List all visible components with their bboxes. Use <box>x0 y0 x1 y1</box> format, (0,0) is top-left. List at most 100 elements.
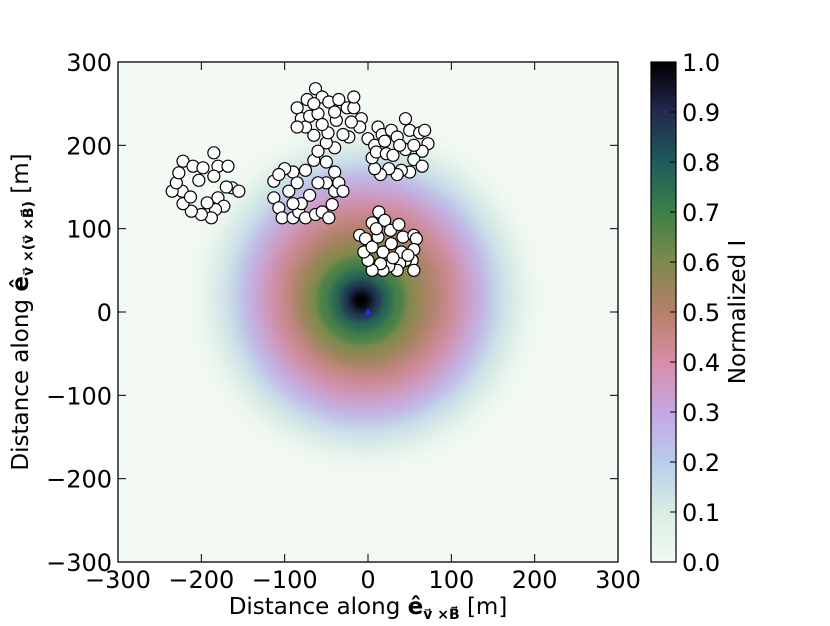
colorbar-tick-label: 0.1 <box>682 499 720 527</box>
y-tick-label: −100 <box>46 382 112 410</box>
antenna-station <box>322 211 336 225</box>
antenna-station <box>415 159 429 173</box>
antenna-station <box>282 184 296 198</box>
antenna-stations <box>165 82 435 277</box>
colorbar-tick-label: 0.9 <box>682 99 720 127</box>
antenna-station <box>311 176 325 190</box>
y-axis-ticks: −300 −200 −100 0 100 200 300 <box>46 49 618 577</box>
antenna-station <box>232 184 246 198</box>
x-tick-label: −300 <box>85 566 151 594</box>
colorbar-label: Normalized I <box>725 240 751 385</box>
x-axis-label-subscript: v⃗ ×B⃗ <box>423 605 459 623</box>
antenna-station <box>196 161 210 175</box>
colorbar-tick-label: 0.7 <box>682 199 720 227</box>
antenna-station <box>290 120 304 134</box>
antenna-station <box>286 197 300 211</box>
y-axis-label-prefix: Distance along <box>8 292 34 471</box>
antenna-station <box>328 165 342 179</box>
heatmap-level-11 <box>353 292 370 309</box>
antenna-station <box>386 251 400 265</box>
colorbar-ticks: 0.0 0.1 0.2 0.3 0.4 0.5 0.6 0.7 0.8 0.9 1.0 <box>670 49 720 577</box>
antenna-station <box>407 263 421 277</box>
colorbar-tick-label: 1.0 <box>682 49 720 77</box>
antenna-station <box>407 138 421 152</box>
antenna-station <box>332 92 346 107</box>
y-axis-label-vector: ê <box>8 276 34 292</box>
antenna-station <box>290 176 304 190</box>
y-tick-label: −300 <box>46 549 112 577</box>
x-axis-ticks: −300 −200 −100 0 100 200 300 <box>85 62 641 594</box>
y-tick-label: 300 <box>66 49 112 77</box>
antenna-station <box>396 230 410 244</box>
antenna-station <box>336 127 350 142</box>
antenna-station <box>325 197 339 212</box>
colorbar-tick-label: 0.4 <box>682 349 720 377</box>
antenna-station <box>418 123 432 137</box>
antenna-station <box>200 196 214 210</box>
colorbar-tick-label: 0.2 <box>682 449 720 477</box>
x-tick-label: −100 <box>252 566 318 594</box>
antenna-station <box>272 167 286 182</box>
x-tick-label: 200 <box>512 566 558 594</box>
y-tick-label: 100 <box>66 216 112 244</box>
antenna-station <box>368 162 382 176</box>
antenna-station <box>365 240 379 254</box>
y-axis-label-unit: [m] <box>8 153 34 201</box>
antenna-station <box>328 105 342 119</box>
antenna-station <box>275 211 289 225</box>
x-tick-label: 0 <box>360 566 375 594</box>
y-axis-label-subscript: v⃗ ×(v⃗ ×B⃗) <box>19 201 37 276</box>
antenna-station <box>183 190 198 204</box>
antenna-station <box>369 222 383 236</box>
antenna-station <box>172 166 186 180</box>
antenna-station <box>378 134 392 148</box>
antenna-station <box>398 112 413 126</box>
antenna-station <box>378 213 392 227</box>
antenna-station <box>347 90 361 104</box>
antenna-station <box>219 180 233 194</box>
colorbar-tick-label: 0.5 <box>682 299 720 327</box>
colorbar-tick-label: 0.6 <box>682 249 720 277</box>
antenna-station <box>384 237 398 251</box>
x-axis-label-unit: [m] <box>460 594 508 620</box>
x-axis-label-prefix: Distance along <box>229 594 408 620</box>
antenna-station <box>307 128 321 142</box>
antenna-station <box>207 169 221 183</box>
colorbar-tick-label: 0.8 <box>682 149 720 177</box>
antenna-station <box>336 184 350 198</box>
antenna-station <box>386 148 400 162</box>
antenna-station <box>307 97 321 111</box>
antenna-station <box>290 101 304 115</box>
intensity-heatmap <box>205 136 526 457</box>
x-tick-label: −200 <box>168 566 234 594</box>
antenna-station <box>311 144 325 158</box>
antenna-station <box>392 217 406 232</box>
antenna-station <box>192 173 206 187</box>
y-axis-label: Distance along êv⃗ ×(v⃗ ×B⃗) [m] <box>8 153 37 470</box>
x-axis-label-vector: ê <box>408 594 424 620</box>
antenna-station <box>184 204 198 218</box>
antenna-station <box>315 117 329 132</box>
colorbar-tick-label: 0.3 <box>682 399 720 427</box>
antenna-station <box>401 248 415 262</box>
x-tick-label: 100 <box>428 566 474 594</box>
x-tick-label: 300 <box>595 566 641 594</box>
antenna-station <box>347 101 361 115</box>
antenna-station <box>319 155 333 169</box>
antenna-station <box>303 188 317 202</box>
antenna-station <box>298 163 313 177</box>
antenna-station <box>409 232 423 246</box>
y-tick-label: 0 <box>97 299 112 327</box>
y-tick-label: −200 <box>46 466 112 494</box>
core-marker-glyph <box>364 308 372 315</box>
antenna-station <box>393 138 407 152</box>
antenna-station <box>376 245 390 259</box>
shower-core-marker <box>364 308 372 315</box>
antenna-station <box>207 146 221 160</box>
antenna-station <box>221 159 235 173</box>
x-axis-label: Distance along êv⃗ ×B⃗ [m] <box>229 594 508 623</box>
colorbar-tick-label: 0.0 <box>682 549 720 577</box>
antenna-station <box>344 115 358 129</box>
y-tick-label: 200 <box>66 132 112 160</box>
